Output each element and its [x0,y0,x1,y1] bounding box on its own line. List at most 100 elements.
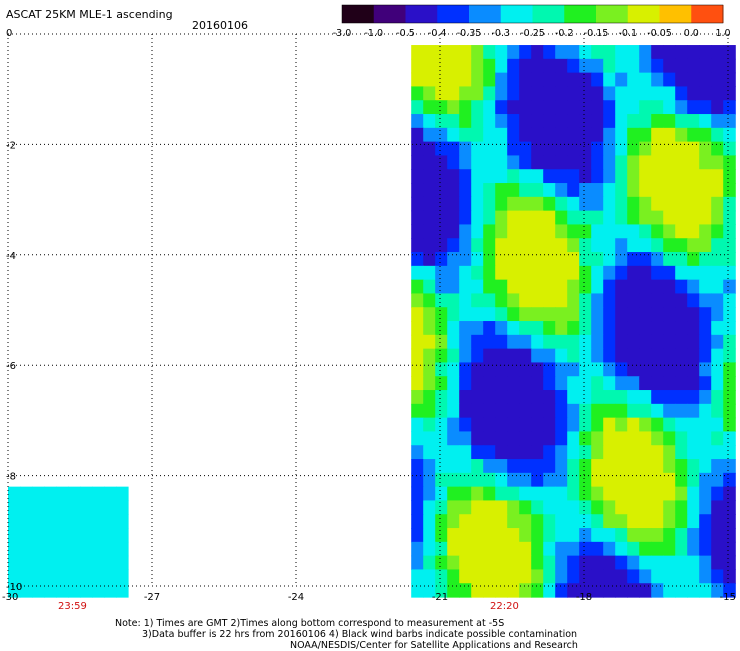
data-cell [579,210,592,226]
data-cell [543,196,556,212]
data-cell [579,141,592,157]
data-cell [447,45,460,60]
data-cell [80,569,93,584]
data-cell [627,583,640,598]
data-cell [543,528,556,543]
data-cell [675,127,688,143]
data-cell [579,500,592,515]
data-cell [519,196,532,212]
data-cell [579,265,592,281]
data-cell [531,348,544,364]
data-cell [615,224,628,239]
data-cell [116,500,129,515]
data-cell [555,500,568,515]
data-cell [459,472,472,488]
data-cell [519,390,532,405]
data-cell [675,569,688,584]
data-cell [663,431,676,446]
data-cell [579,196,592,212]
chart-title: ASCAT 25KM MLE-1 ascending [6,8,173,21]
data-cell [591,500,604,515]
data-cell [723,321,736,336]
data-cell [471,390,484,405]
data-cell [723,210,736,226]
data-cell [8,583,21,598]
data-cell [615,114,628,129]
data-cell [483,58,496,74]
data-cell [651,210,664,226]
data-cell [591,127,604,143]
data-cell [711,431,724,446]
data-cell [423,252,436,267]
data-cell [447,348,460,364]
data-cell [711,100,724,115]
data-cell [627,45,640,60]
data-cell [471,279,484,295]
data-cell [459,500,472,515]
data-cell [663,210,676,226]
data-cell [579,334,592,350]
data-cell [116,569,129,584]
data-cell [531,279,544,295]
data-cell [411,390,424,405]
data-cell [555,376,568,391]
data-cell [711,514,724,529]
data-cell [651,528,664,543]
x-tick-label: -15 [720,592,736,603]
data-cell [495,376,508,391]
data-cell [411,472,424,488]
data-cell [603,155,616,170]
data-cell [723,403,736,419]
data-cell [44,555,57,571]
data-cell [495,238,508,253]
data-cell [459,376,472,391]
data-cell [711,265,724,281]
data-cell [699,127,712,143]
data-cell [411,541,424,557]
data-cell [459,417,472,433]
data-cell [723,514,736,529]
data-cell [591,252,604,267]
data-cell [675,72,688,88]
data-cell [543,321,556,336]
data-cell [471,500,484,515]
data-cell [699,45,712,60]
data-cell [723,569,736,584]
data-cell [651,127,664,143]
data-cell [711,390,724,405]
data-cell [615,486,628,502]
data-cell [591,169,604,184]
data-cell [639,514,652,529]
data-cell [711,293,724,308]
data-cell [435,114,448,129]
data-cell [435,86,448,101]
data-cell [615,459,628,474]
data-cell [507,514,520,529]
data-cell [471,45,484,60]
data-cell [495,293,508,308]
data-cell [507,155,520,170]
data-cell [519,72,532,88]
data-cell [483,224,496,239]
data-cell [627,127,640,143]
data-cell [435,528,448,543]
data-cell [687,224,700,239]
data-cell [675,169,688,184]
data-cell [555,224,568,239]
data-cell [687,362,700,377]
data-cell [543,279,556,295]
data-cell [459,86,472,101]
data-cell [555,403,568,419]
data-cell [579,348,592,364]
data-cell [675,58,688,74]
data-cell [435,58,448,74]
data-cell [615,583,628,598]
data-cell [531,293,544,308]
lat-lon-grid [7,33,729,587]
x-tick-label: -30 [2,592,18,603]
data-cell [603,334,616,350]
data-cell [579,555,592,571]
data-cell [723,279,736,295]
data-cell [471,334,484,350]
data-cell [687,459,700,474]
